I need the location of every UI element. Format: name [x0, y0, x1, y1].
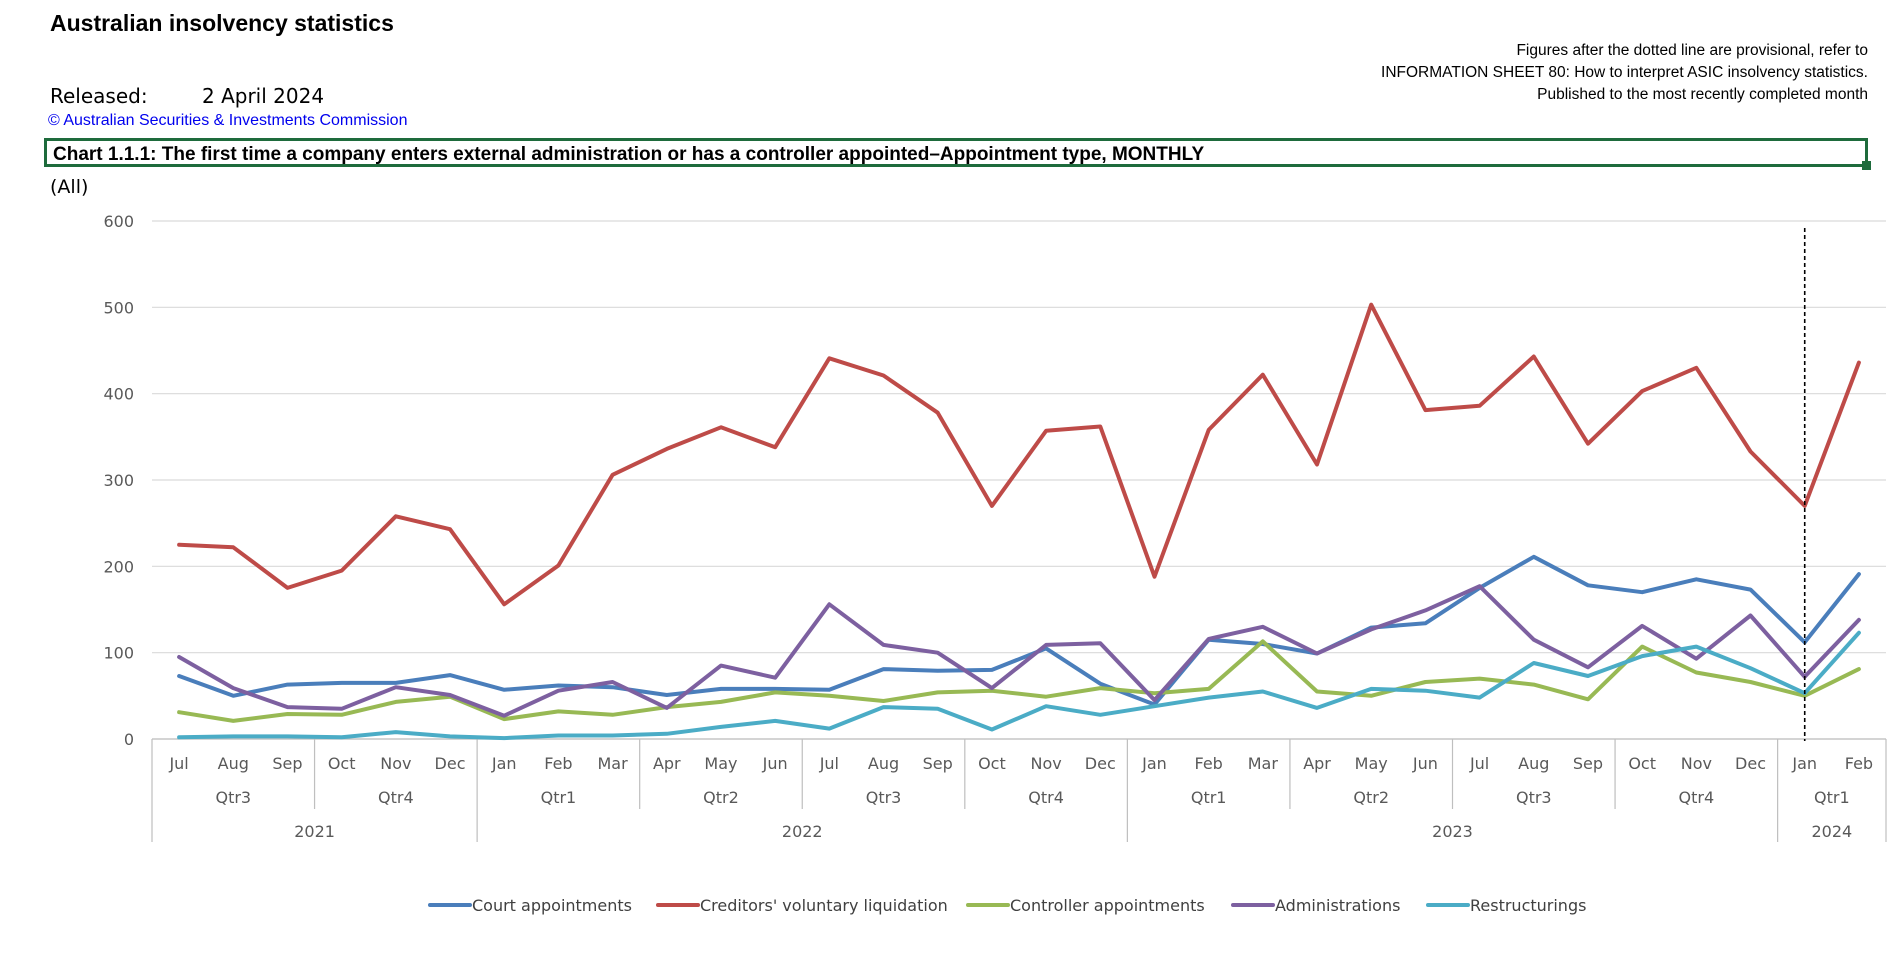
x-tick-label-year: 2021	[294, 822, 335, 841]
x-tick-label-quarter: Qtr1	[1191, 788, 1227, 807]
x-tick-label-month: Jul	[168, 754, 188, 773]
legend-label: Administrations	[1275, 896, 1400, 915]
x-tick-label-quarter: Qtr1	[1814, 788, 1850, 807]
x-tick-label-month: Feb	[544, 754, 572, 773]
series-line	[177, 630, 1861, 741]
x-tick-label-month: Feb	[1845, 754, 1873, 773]
note-line: INFORMATION SHEET 80: How to interpret A…	[1381, 64, 1868, 81]
y-tick-label: 500	[103, 298, 134, 317]
x-tick-label-month: May	[704, 754, 737, 773]
x-tick-label-month: May	[1355, 754, 1388, 773]
y-tick-label: 0	[124, 730, 134, 749]
x-tick-label-month: Jul	[1469, 754, 1489, 773]
note-line: Figures after the dotted line are provis…	[1516, 42, 1868, 59]
y-tick-label: 300	[103, 471, 134, 490]
x-tick-label-month: Feb	[1194, 754, 1222, 773]
x-tick-label-month: Sep	[272, 754, 302, 773]
x-tick-label-month: Dec	[1085, 754, 1116, 773]
filter-label[interactable]: (All)	[50, 176, 89, 198]
page-title: Australian insolvency statistics	[50, 10, 394, 36]
legend-label: Court appointments	[472, 896, 632, 915]
x-tick-label-month: Aug	[868, 754, 899, 773]
y-tick-label: 400	[103, 385, 134, 404]
x-tick-label-quarter: Qtr3	[1516, 788, 1552, 807]
x-tick-label-month: Jun	[1412, 754, 1438, 773]
note-line: Published to the most recently completed…	[1537, 86, 1868, 103]
x-tick-label-month: Oct	[328, 754, 356, 773]
x-tick-label-month: Mar	[598, 754, 629, 773]
x-tick-label-month: Dec	[1735, 754, 1766, 773]
x-tick-label-month: Sep	[923, 754, 953, 773]
x-tick-label-month: Aug	[1518, 754, 1549, 773]
x-tick-label-month: Jan	[1791, 754, 1817, 773]
x-tick-label-month: Nov	[380, 754, 411, 773]
x-tick-label-month: Nov	[1030, 754, 1061, 773]
x-tick-label-month: Jun	[762, 754, 788, 773]
copyright-link[interactable]: © Australian Securities & Investments Co…	[48, 112, 408, 129]
x-tick-label-quarter: Qtr4	[1679, 788, 1715, 807]
x-tick-label-month: Oct	[978, 754, 1006, 773]
x-tick-label-month: Jul	[819, 754, 839, 773]
x-tick-label-month: Nov	[1681, 754, 1712, 773]
legend-label: Creditors' voluntary liquidation	[700, 896, 948, 915]
x-tick-label-month: Sep	[1573, 754, 1603, 773]
y-tick-label: 100	[103, 644, 134, 663]
x-tick-label-quarter: Qtr1	[541, 788, 577, 807]
y-tick-label: 200	[103, 557, 134, 576]
resize-handle[interactable]	[1862, 161, 1871, 170]
x-tick-label-month: Mar	[1248, 754, 1279, 773]
x-tick-label-quarter: Qtr2	[703, 788, 739, 807]
x-tick-label-month: Aug	[218, 754, 249, 773]
x-tick-label-year: 2024	[1811, 822, 1852, 841]
series-line	[177, 584, 1861, 718]
x-tick-label-quarter: Qtr2	[1353, 788, 1389, 807]
x-tick-label-month: Jan	[1141, 754, 1167, 773]
legend-label: Controller appointments	[1010, 896, 1205, 915]
chart-title-box[interactable]: Chart 1.1.1: The first time a company en…	[44, 138, 1871, 170]
x-tick-label-quarter: Qtr4	[378, 788, 414, 807]
legend-label: Restructurings	[1470, 896, 1586, 915]
x-tick-label-month: Dec	[435, 754, 466, 773]
x-tick-label-month: Apr	[653, 754, 681, 773]
x-tick-label-quarter: Qtr3	[215, 788, 251, 807]
series-line	[177, 302, 1861, 607]
x-tick-label-quarter: Qtr3	[866, 788, 902, 807]
released-date: 2 April 2024	[202, 84, 325, 108]
series-line	[177, 554, 1861, 707]
x-tick-label-month: Oct	[1628, 754, 1656, 773]
x-tick-label-year: 2023	[1432, 822, 1473, 841]
x-tick-label-quarter: Qtr4	[1028, 788, 1064, 807]
chart-title: Chart 1.1.1: The first time a company en…	[53, 144, 1205, 165]
x-tick-label-month: Apr	[1303, 754, 1331, 773]
provisional-notes: Figures after the dotted line are provis…	[1381, 40, 1868, 106]
x-tick-label-year: 2022	[782, 822, 823, 841]
x-tick-label-month: Jan	[491, 754, 517, 773]
released-label: Released:	[50, 84, 148, 108]
y-tick-label: 600	[103, 212, 134, 231]
